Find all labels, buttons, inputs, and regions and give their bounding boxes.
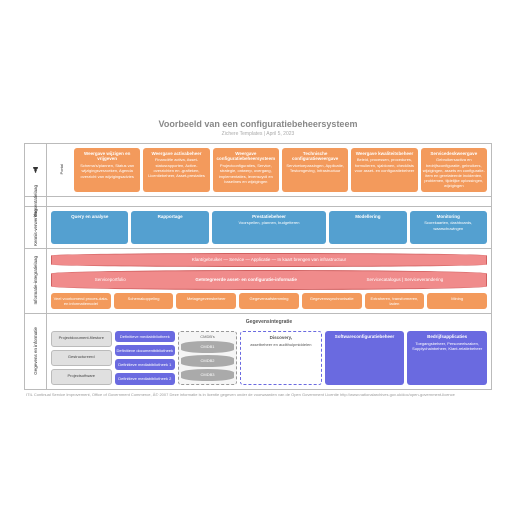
r4-media-3: Definitieve mediabibliotheek 2 — [115, 373, 176, 384]
r3-box-1: Schemakoppeling — [114, 293, 174, 309]
box-modeling: Modellering — [329, 211, 406, 244]
page-subtitle: Zichere Templates | April 5, 2023 — [24, 131, 492, 137]
r3-box-6: Mining — [427, 293, 487, 309]
r4-media-0: Definitieve mediabibliotheek — [115, 331, 176, 342]
row-knowledge: Kennis-verwerking Query en analyse Rappo… — [25, 207, 491, 249]
r3-box-0: Veel voorkomend proces-data- en informat… — [51, 293, 111, 309]
diagram-frame: ♟ Portal Weergave wijzigen en vrijgevenS… — [24, 143, 492, 390]
chess-icon: ♟ — [31, 165, 40, 174]
page-title: Voorbeeld van een configuratiebeheersyst… — [24, 119, 492, 129]
r3-box-3: Gegevensafstemming — [239, 293, 299, 309]
r4-bizapps: BedrijfsapplicatiesToegangsbeheer, Perso… — [407, 331, 487, 385]
r4-left-2: Projectsoftware — [51, 369, 112, 385]
diagram-root: Voorbeeld van een configuratiebeheersyst… — [18, 113, 498, 404]
box-presentation-2: Weergave configuratiebeheersysteemProjec… — [213, 148, 279, 192]
r4-media-1: Definitieve documentbibliotheek — [115, 345, 176, 356]
r4-left-0: Projectdocument-filestore — [51, 331, 112, 347]
box-presentation-0: Weergave wijzigen en vrijgevenSchema's/p… — [74, 148, 140, 192]
r4-left-1: Gestructureerd — [51, 350, 112, 366]
cmdb-1: CMDB1 — [181, 341, 234, 353]
r4-swconfig: Softwareconfiguratiebeheer — [325, 331, 405, 385]
portal-label: Portal — [51, 148, 71, 192]
row-data: Gegevens en informatie Gegevensintegrati… — [25, 314, 491, 389]
row4-left-col: Projectdocument-filestore Gestructureerd… — [51, 331, 112, 385]
cmdb-3: CMDB3 — [181, 369, 234, 381]
r3-box-5: Extraheren, transformeren, laden — [365, 293, 425, 309]
cylinder-top: Klant/gebruiker — Service — Applicatie —… — [51, 253, 487, 267]
box-presentation-5: ServicedeskweergaveGebruikersactiva en b… — [421, 148, 487, 192]
r3-box-2: Metagegevensbeheer — [176, 293, 236, 309]
box-performance: PrestatiebeheerVoorspellen, plannen, bud… — [212, 211, 326, 244]
cmdb-stack: CMDB's CMDB1 CMDB2 CMDB3 — [178, 331, 237, 385]
row-integration: Informatie-integratielaag Klant/gebruike… — [25, 249, 491, 314]
r4-discovery: Discovery,assetbeheer en audithulpmiddel… — [240, 331, 322, 385]
side-text-2: Kennis-verwerking — [33, 209, 38, 246]
row4-media-col: Definitieve mediabibliotheek Definitieve… — [115, 331, 176, 385]
r4-media-2: Definitieve mediabibliotheek 1 — [115, 359, 176, 370]
row-presentation: ♟ Portal Weergave wijzigen en vrijgevenS… — [25, 144, 491, 197]
cylinder-bottom: Serviceportfolio Geïntegreerde asset- en… — [51, 270, 487, 290]
side-text-4: Gegevens en informatie — [33, 327, 38, 375]
box-presentation-4: Weergave kwaliteitsbeheerBeleid, process… — [351, 148, 417, 192]
footer-text: ITIL Continual Service Improvement, Offi… — [24, 390, 492, 398]
box-report: Rapportage — [131, 211, 208, 244]
cmdb-2: CMDB2 — [181, 355, 234, 367]
row4-label: Gegevensintegratie — [51, 318, 487, 328]
r3-box-4: Gegevenssynchronisatie — [302, 293, 362, 309]
box-monitoring: MonitoringScorekaarten, dashboards, waar… — [410, 211, 487, 244]
box-presentation-3: Technische configuratieweergaveServiceto… — [282, 148, 348, 192]
box-query: Query en analyse — [51, 211, 128, 244]
row3-orange-boxes: Veel voorkomend proces-data- en informat… — [51, 293, 487, 309]
box-presentation-1: Weergave activabeheerFinanciële activa, … — [143, 148, 209, 192]
side-text-3: Informatie-integratielaag — [33, 256, 38, 305]
